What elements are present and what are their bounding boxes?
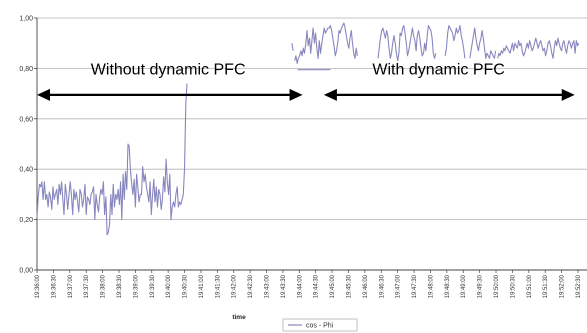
x-tick-label: 19:47:30 [412,274,418,298]
arrowhead-left [323,88,337,101]
legend-label: cos - Phi [306,323,334,330]
x-tick-label: 19:41:30 [215,274,221,298]
x-tick-label: 19:36:00 [35,274,41,298]
x-tick-label: 19:45:00 [330,274,336,298]
x-tick-label: 19:37:30 [84,274,90,298]
series-line-segment [36,83,188,236]
x-tick-label: 19:43:00 [265,274,271,298]
series-cos-phi [36,22,580,236]
x-tick-label: 19:47:00 [396,274,402,298]
legend-box [282,318,358,332]
x-tick-label: 19:41:00 [199,274,205,298]
annotations: Without dynamic PFC With dynamic PFC [91,62,505,79]
x-tick-label: 19:38:00 [101,274,107,298]
annotation-arrows [37,88,575,101]
x-tick-label: 19:38:30 [117,274,123,298]
x-tick-label: 19:44:30 [314,274,320,298]
x-tick-label: 19:36:30 [51,274,57,298]
x-tick-label: 19:39:00 [133,274,139,298]
arrowhead-left [37,88,50,101]
x-tick-label: 19:43:30 [281,274,287,298]
annotation-label: Without dynamic PFC [91,62,246,79]
x-tick-label: 19:51:00 [527,274,533,298]
x-tick-label: 19:46:30 [379,274,385,298]
y-tick-label: 0,40 [19,167,33,174]
double-arrow [37,88,303,101]
y-tick-label: 0,00 [19,268,33,275]
x-tick-label: 19:45:30 [346,274,352,298]
y-tick-label: 0,80 [19,66,33,73]
y-tick-label: 0,60 [19,116,33,123]
x-tick-label: 19:48:00 [428,274,434,298]
x-axis-ticks: 19:36:00 19:36:30 19:37:00 19:37:30 19:38:00… [35,270,582,298]
y-axis-ticks: 0,00 0,20 0,40 0,60 0,80 1,00 [19,16,37,275]
x-tick-label: 19:50:00 [494,274,500,298]
series-line-segment [444,25,466,59]
x-tick-label: 19:49:00 [461,274,467,298]
x-tick-label: 19:39:30 [150,274,156,298]
x-tick-label: 19:42:00 [232,274,238,298]
gridlines [37,17,587,221]
double-arrow [323,88,575,101]
x-tick-label: 19:52:00 [560,274,566,298]
x-tick-label: 19:44:00 [297,274,303,298]
y-tick-label: 0,20 [19,217,33,224]
x-tick-label: 19:42:30 [248,274,254,298]
x-tick-label: 19:40:00 [166,274,172,298]
series-line-segment [294,22,358,64]
x-tick-label: 19:52:30 [576,274,582,298]
x-tick-label: 19:50:30 [510,274,516,298]
series-line-segment [377,25,437,62]
x-tick-label: 19:48:30 [445,274,451,298]
y-tick-label: 1,00 [19,16,33,23]
x-axis-label: time [232,314,246,321]
x-tick-label: 19:37:00 [68,274,74,298]
arrowhead-right [289,88,303,101]
arrowhead-right [561,88,575,101]
x-tick-label: 19:46:00 [363,274,369,298]
axes [36,18,587,271]
legend: cos - Phi [282,318,358,332]
series-line-segment [469,27,497,59]
x-tick-label: 19:49:30 [478,274,484,298]
series-line-segment [291,43,294,51]
x-tick-label: 19:51:30 [543,274,549,298]
x-tick-label: 19:40:30 [183,274,189,298]
series-line-segment [497,37,580,59]
annotation-label: With dynamic PFC [372,62,504,79]
